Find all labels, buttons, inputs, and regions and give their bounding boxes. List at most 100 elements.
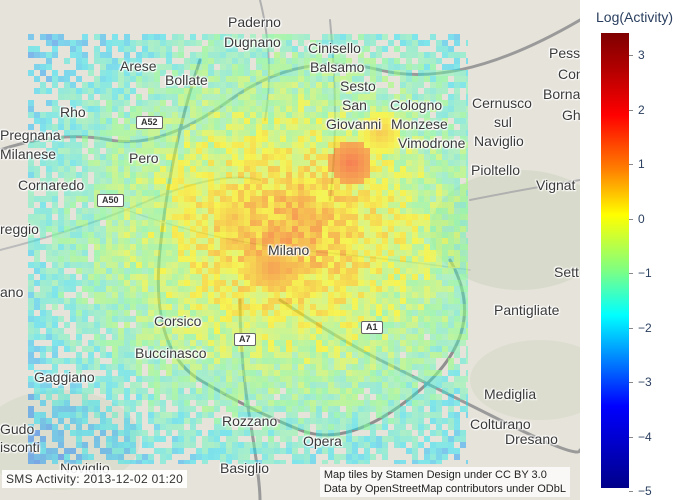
heat-cell (208, 346, 214, 352)
heat-cell (88, 196, 94, 202)
heat-cell (154, 430, 160, 436)
heat-cell (430, 256, 436, 262)
heat-cell (82, 232, 88, 238)
heat-cell (250, 274, 256, 280)
heat-cell (256, 142, 262, 148)
heat-cell (286, 430, 292, 436)
heat-cell (232, 448, 238, 454)
heat-cell (400, 418, 406, 424)
heat-cell (250, 430, 256, 436)
heat-cell (448, 46, 454, 52)
heat-cell (70, 160, 76, 166)
heat-cell (172, 142, 178, 148)
heat-cell (340, 82, 346, 88)
heat-cell (424, 292, 430, 298)
heat-cell (262, 112, 268, 118)
heat-cell (328, 352, 334, 358)
heat-cell (364, 184, 370, 190)
heat-cell (214, 94, 220, 100)
heat-cell (124, 292, 130, 298)
heat-cell (112, 346, 118, 352)
heat-cell (244, 376, 250, 382)
heat-cell (148, 376, 154, 382)
heat-cell (262, 346, 268, 352)
heat-cell (88, 262, 94, 268)
heat-cell (34, 166, 40, 172)
heat-cell (358, 142, 364, 148)
heat-cell (424, 226, 430, 232)
heat-cell (376, 214, 382, 220)
heat-cell (262, 34, 268, 40)
heat-cell (394, 154, 400, 160)
heat-cell (184, 226, 190, 232)
heat-cell (52, 196, 58, 202)
heat-cell (250, 292, 256, 298)
heat-cell (388, 346, 394, 352)
heat-cell (244, 202, 250, 208)
heat-cell (190, 274, 196, 280)
heat-cell (34, 430, 40, 436)
heat-cell (238, 82, 244, 88)
heat-cell (268, 124, 274, 130)
heat-cell (220, 112, 226, 118)
heat-cell (100, 448, 106, 454)
heat-cell (64, 184, 70, 190)
heat-cell (172, 382, 178, 388)
heat-cell (346, 460, 352, 464)
heat-cell (454, 268, 460, 274)
heat-cell (118, 340, 124, 346)
heat-cell (430, 328, 436, 334)
heat-cell (142, 184, 148, 190)
heat-cell (70, 310, 76, 316)
heat-cell (382, 316, 388, 322)
heat-cell (64, 286, 70, 292)
heat-cell (166, 454, 172, 460)
heat-cell (388, 364, 394, 370)
heat-cell (418, 430, 424, 436)
heat-cell (124, 304, 130, 310)
place-label: Monzese (391, 116, 448, 132)
heat-cell (298, 202, 304, 208)
heat-cell (58, 436, 64, 442)
heat-cell (232, 82, 238, 88)
heat-cell (466, 76, 468, 82)
heat-cell (388, 142, 394, 148)
heat-cell (274, 184, 280, 190)
heat-cell (352, 328, 358, 334)
heat-cell (460, 394, 466, 400)
heat-cell (172, 244, 178, 250)
heat-cell (142, 286, 148, 292)
heat-cell (238, 358, 244, 364)
heat-cell (400, 358, 406, 364)
heat-cell (82, 454, 88, 460)
heat-cell (28, 154, 34, 160)
heat-cell (184, 364, 190, 370)
heat-cell (52, 112, 58, 118)
heat-cell (364, 436, 370, 442)
heat-cell (334, 226, 340, 232)
heat-cell (118, 376, 124, 382)
heat-cell (46, 148, 52, 154)
heat-cell (154, 316, 160, 322)
heat-cell (400, 232, 406, 238)
heat-cell (184, 208, 190, 214)
heat-cell (412, 448, 418, 454)
heat-cell (214, 184, 220, 190)
heat-cell (250, 208, 256, 214)
heat-cell (184, 334, 190, 340)
heat-cell (334, 274, 340, 280)
heat-cell (196, 130, 202, 136)
heat-cell (286, 82, 292, 88)
heat-cell (190, 292, 196, 298)
map-view[interactable]: Paderno Dugnano Cinisello Balsamo Sesto … (0, 0, 580, 500)
heat-cell (130, 250, 136, 256)
heat-cell (298, 58, 304, 64)
heat-cell (166, 148, 172, 154)
heat-cell (310, 328, 316, 334)
heat-cell (178, 424, 184, 430)
heat-cell (34, 370, 40, 376)
heat-cell (154, 388, 160, 394)
heat-cell (340, 388, 346, 394)
heat-cell (364, 70, 370, 76)
heat-cell (202, 52, 208, 58)
